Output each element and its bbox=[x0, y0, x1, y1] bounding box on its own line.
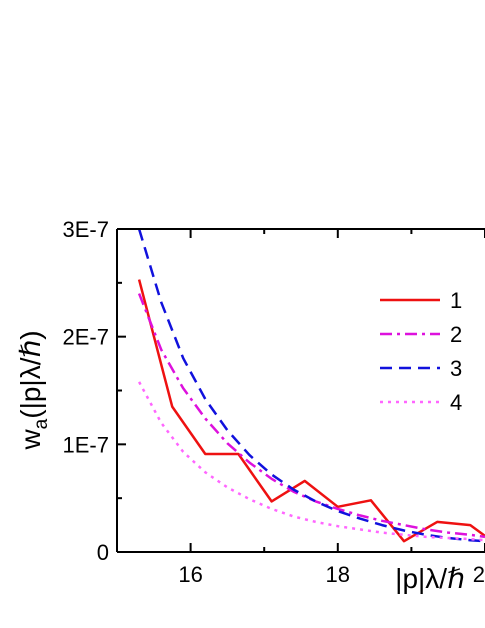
series-line-2 bbox=[137, 293, 485, 539]
legend-label-1: 1 bbox=[450, 288, 462, 313]
y-tick-label: 2E-7 bbox=[63, 325, 109, 350]
series-line-3 bbox=[137, 229, 485, 543]
series-line-4 bbox=[138, 381, 485, 542]
x-tick-label: 20 bbox=[473, 562, 485, 587]
series-layer bbox=[137, 229, 485, 543]
legend-label-4: 4 bbox=[450, 390, 462, 415]
y-tick-label: 1E-7 bbox=[63, 432, 109, 457]
x-tick-label: 18 bbox=[326, 562, 350, 587]
legend-label-3: 3 bbox=[450, 356, 462, 381]
y-axis-title-subscript: a bbox=[31, 418, 52, 429]
series-line-1 bbox=[137, 279, 485, 543]
axes-layer bbox=[116, 228, 485, 553]
y-tick-label: 3E-7 bbox=[63, 217, 109, 242]
y-axis-title: wa(|p|λ/ℏ) bbox=[15, 330, 52, 450]
ticks-layer: 16 18 20 0 1E-7 2E-7 3E-7 bbox=[63, 217, 485, 587]
y-axis-title-main: w bbox=[15, 429, 46, 451]
y-tick-label: 0 bbox=[97, 540, 109, 565]
x-tick-label: 16 bbox=[178, 562, 202, 587]
legend: 1 2 3 4 bbox=[380, 288, 462, 415]
y-axis-title-rest: (|p|λ/ℏ) bbox=[15, 330, 46, 418]
x-axis-title: |p|λ/ℏ bbox=[395, 563, 465, 594]
legend-label-2: 2 bbox=[450, 322, 462, 347]
